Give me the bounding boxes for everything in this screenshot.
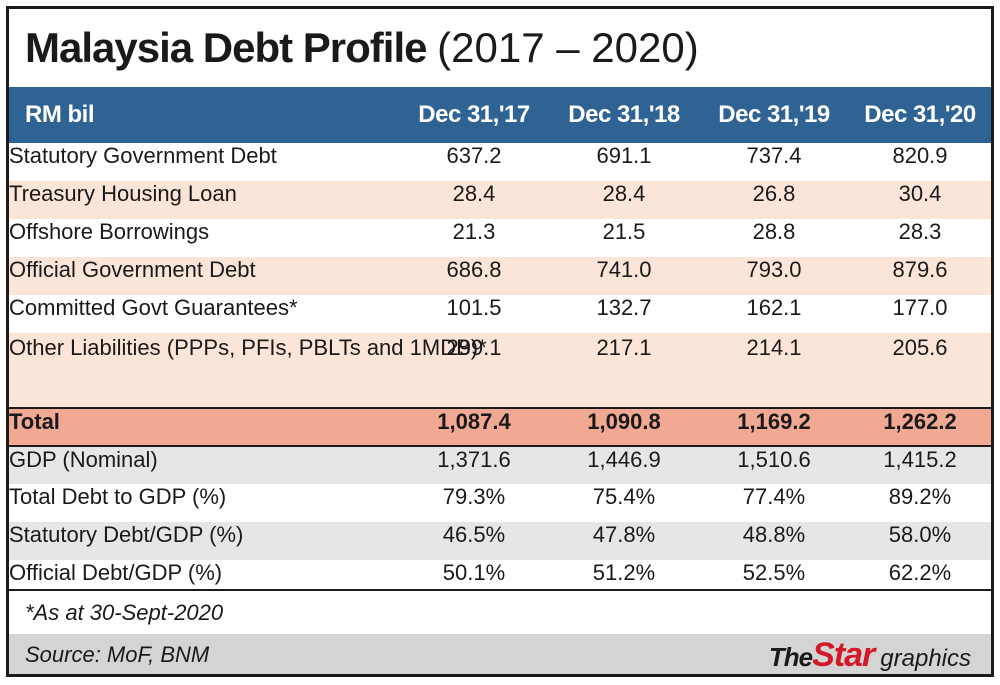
cell-value: 1,087.4 — [399, 407, 549, 446]
table-row: Other Liabilities (PPPs, PFIs, PBLTs and… — [9, 333, 991, 408]
header-col-2018: Dec 31,'18 — [549, 87, 699, 143]
title-main: Malaysia Debt Profile — [25, 24, 427, 71]
cell-value: 79.3% — [399, 484, 549, 522]
cell-value: 26.8 — [699, 181, 849, 219]
table-header-row: RM bil Dec 31,'17 Dec 31,'18 Dec 31,'19 … — [9, 87, 991, 143]
table-row: Official Government Debt 686.8 741.0 793.0 8… — [9, 257, 991, 295]
header-col-2019: Dec 31,'19 — [699, 87, 849, 143]
cell-value: 1,415.2 — [849, 445, 991, 484]
cell-value: 77.4% — [699, 484, 849, 522]
row-label: GDP (Nominal) — [9, 445, 399, 484]
page-title: Malaysia Debt Profile (2017 – 2020) — [25, 23, 699, 73]
cell-value: 28.8 — [699, 219, 849, 257]
brand-star: Star — [812, 636, 875, 674]
source-row: Source: MoF, BNM TheStar graphics — [9, 634, 991, 674]
cell-value: 28.3 — [849, 219, 991, 257]
row-label: Committed Govt Guarantees* — [9, 295, 399, 333]
cell-value: 1,262.2 — [849, 407, 991, 446]
cell-value: 1,371.6 — [399, 445, 549, 484]
brand-graphics: graphics — [880, 645, 971, 672]
cell-value: 1,090.8 — [549, 407, 699, 446]
cell-value: 1,169.2 — [699, 407, 849, 446]
row-label: Total — [9, 407, 399, 446]
header-col-2017: Dec 31,'17 — [399, 87, 549, 143]
cell-value: 686.8 — [399, 257, 549, 295]
debt-profile-card: Malaysia Debt Profile (2017 – 2020) RM b… — [6, 6, 994, 677]
cell-value: 691.1 — [549, 143, 699, 181]
table-row: Offshore Borrowings 21.3 21.5 28.8 28.3 — [9, 219, 991, 257]
row-label: Treasury Housing Loan — [9, 181, 399, 219]
row-label: Offshore Borrowings — [9, 219, 399, 257]
cell-value: 46.5% — [399, 522, 549, 560]
header-col-2020: Dec 31,'20 — [849, 87, 991, 143]
row-label: Other Liabilities (PPPs, PFIs, PBLTs and… — [9, 333, 487, 408]
cell-value: 879.6 — [849, 257, 991, 295]
row-label: Statutory Debt/GDP (%) — [9, 522, 399, 560]
cell-value: 820.9 — [849, 143, 991, 181]
cell-value: 30.4 — [849, 181, 991, 219]
cell-value: 737.4 — [699, 143, 849, 181]
cell-value: 48.8% — [699, 522, 849, 560]
header-unit-label: RM bil — [9, 87, 399, 143]
table-body: Statutory Government Debt 637.2 691.1 737.4… — [9, 143, 991, 598]
cell-value: 793.0 — [699, 257, 849, 295]
row-label: Official Government Debt — [9, 257, 399, 295]
table-row: Statutory Debt/GDP (%) 46.5% 47.8% 48.8% 58.… — [9, 522, 991, 560]
cell-value: 637.2 — [399, 143, 549, 181]
cell-value: 1,510.6 — [699, 445, 849, 484]
row-label: Total Debt to GDP (%) — [9, 484, 399, 522]
table-row: Total Debt to GDP (%) 79.3% 75.4% 77.4% 89.2… — [9, 484, 991, 522]
cell-value: 47.8% — [549, 522, 699, 560]
cell-value: 741.0 — [549, 257, 699, 295]
table-row: Total 1,087.4 1,090.8 1,169.2 1,262.2 — [9, 407, 991, 446]
cell-value: 21.5 — [549, 219, 699, 257]
cell-value: 75.4% — [549, 484, 699, 522]
table-row: Treasury Housing Loan 28.4 28.4 26.8 30.4 — [9, 181, 991, 219]
cell-value: 21.3 — [399, 219, 549, 257]
cell-value: 205.6 — [849, 333, 991, 408]
cell-value: 58.0% — [849, 522, 991, 560]
brand-the: The — [768, 642, 813, 672]
cell-value: 28.4 — [549, 181, 699, 219]
cell-value: 1,446.9 — [549, 445, 699, 484]
cell-value: 177.0 — [849, 295, 991, 333]
debt-table: RM bil Dec 31,'17 Dec 31,'18 Dec 31,'19 … — [9, 87, 991, 598]
footnote: *As at 30-Sept-2020 — [25, 600, 224, 625]
cell-value: 299.1 — [399, 333, 549, 408]
cell-value: 89.2% — [849, 484, 991, 522]
title-range: (2017 – 2020) — [437, 24, 699, 71]
table-row: Statutory Government Debt 637.2 691.1 737.4… — [9, 143, 991, 181]
title-row: Malaysia Debt Profile (2017 – 2020) — [9, 9, 991, 87]
row-label: Statutory Government Debt — [9, 143, 399, 181]
cell-value: 217.1 — [549, 333, 699, 408]
source-text: Source: MoF, BNM — [25, 642, 210, 667]
cell-value: 214.1 — [699, 333, 849, 408]
thestar-graphics-logo: TheStar graphics — [768, 636, 971, 674]
cell-value: 101.5 — [399, 295, 549, 333]
table-row: GDP (Nominal) 1,371.6 1,446.9 1,510.6 1,415.… — [9, 445, 991, 484]
footnote-row: *As at 30-Sept-2020 — [9, 589, 991, 634]
table-row: Committed Govt Guarantees* 101.5 132.7 162.… — [9, 295, 991, 333]
cell-value: 132.7 — [549, 295, 699, 333]
cell-value: 162.1 — [699, 295, 849, 333]
cell-value: 28.4 — [399, 181, 549, 219]
